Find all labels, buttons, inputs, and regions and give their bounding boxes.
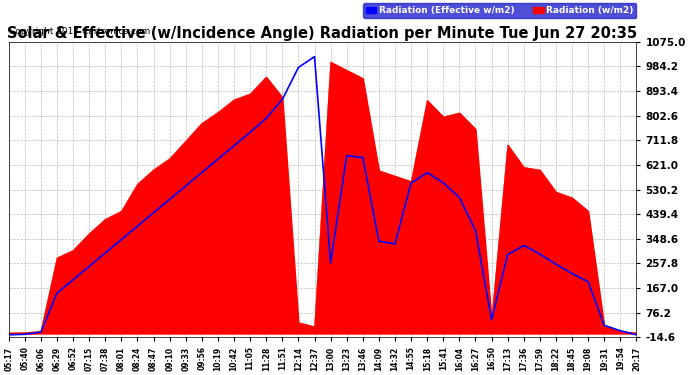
Title: Solar & Effective (w/Incidence Angle) Radiation per Minute Tue Jun 27 20:35: Solar & Effective (w/Incidence Angle) Ra…: [8, 26, 638, 40]
Legend: Radiation (Effective w/m2), Radiation (w/m2): Radiation (Effective w/m2), Radiation (w…: [363, 3, 636, 18]
Text: Copyright 2017 Cartronics.com: Copyright 2017 Cartronics.com: [9, 27, 150, 36]
